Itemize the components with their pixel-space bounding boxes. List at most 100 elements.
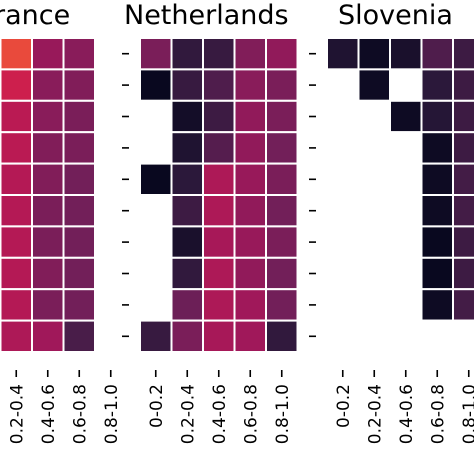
heatmap-cell-netherlands-r9-c2 (202, 319, 236, 354)
heatmap-cell-slovenia-r9-c1 (357, 319, 391, 354)
heatmap-cell-france-r8-c2 (31, 288, 65, 322)
heatmap-cell-france-r4-c3 (62, 162, 96, 197)
x-tick-label-netherlands-4: 0.8-1.0 (273, 384, 293, 444)
x-tick-label-netherlands-3: 0.6-0.8 (241, 384, 261, 444)
heatmap-cell-netherlands-r0-c1 (170, 37, 204, 71)
heatmap-cell-netherlands-r2-c0 (139, 99, 173, 134)
heatmap-cell-slovenia-r6-c3 (420, 225, 454, 259)
heatmap-cell-netherlands-r6-c0 (139, 225, 173, 259)
heatmap-cell-slovenia-r7-c1 (357, 256, 391, 291)
heatmap-cell-netherlands-r9-c0 (139, 319, 173, 354)
heatmap-cell-slovenia-r1-c0 (326, 68, 360, 102)
x-tick-label-netherlands-0: 0-0.2 (147, 384, 167, 428)
heatmap-cell-netherlands-r3-c3 (233, 131, 267, 165)
panel-netherlands: Netherlands 0-0.2 0.2-0.4 0.4-0.6 0.6-0.8 0.8… (122, 0, 299, 444)
heatmap-cell-netherlands-r6-c3 (233, 225, 267, 259)
heatmap-cell-slovenia-r4-c4 (452, 162, 474, 197)
heatmap-cell-slovenia-r1-c4 (452, 68, 474, 102)
heatmap-cell-slovenia-r0-c4 (452, 37, 474, 71)
heatmap-cell-france-r7-c2 (31, 256, 65, 291)
heatmap-cell-france-r0-c1 (0, 37, 33, 71)
heatmap-cell-netherlands-r7-c3 (233, 256, 267, 291)
heatmap-cell-netherlands-r8-c3 (233, 288, 267, 322)
heatmap-cell-france-r4-c1 (0, 162, 33, 197)
heatmap-cell-slovenia-r3-c3 (420, 131, 454, 165)
x-tick-label-france-4: 0.8-1.0 (102, 384, 122, 444)
heatmap-cell-slovenia-r6-c0 (326, 225, 360, 259)
heatmap-cell-france-r9-c1 (0, 319, 33, 354)
heatmap-cell-france-r2-c3 (62, 99, 96, 134)
heatmap-cell-netherlands-r1-c2 (202, 68, 236, 102)
heatmap-cell-netherlands-r8-c0 (139, 288, 173, 322)
heatmap-cell-france-r9-c3 (62, 319, 96, 354)
heatmap-cell-netherlands-r8-c2 (202, 288, 236, 322)
heatmap-cell-slovenia-r8-c4 (452, 288, 474, 322)
heatmap-cell-netherlands-r5-c1 (170, 194, 204, 228)
heatmap-cell-netherlands-r7-c2 (202, 256, 236, 291)
heatmap-cell-netherlands-r1-c0 (139, 68, 173, 102)
heatmap-cell-slovenia-r4-c3 (420, 162, 454, 197)
heatmap-cell-netherlands-r3-c1 (170, 131, 204, 165)
heatmap-cell-slovenia-r9-c3 (420, 319, 454, 354)
heatmap-cell-netherlands-r4-c4 (265, 162, 299, 197)
heatmap-cell-france-r6-c3 (62, 225, 96, 259)
heatmap-cell-netherlands-r3-c2 (202, 131, 236, 165)
heatmap-cell-netherlands-r9-c4 (265, 319, 299, 354)
heatmap-cell-france-r6-c2 (31, 225, 65, 259)
heatmap-cell-netherlands-r5-c3 (233, 194, 267, 228)
heatmap-cell-netherlands-r9-c1 (170, 319, 204, 354)
heatmap-cell-netherlands-r2-c4 (265, 99, 299, 134)
heatmap-cell-slovenia-r5-c4 (452, 194, 474, 228)
heatmap-cell-slovenia-r9-c2 (389, 319, 423, 354)
heatmap-cell-netherlands-r2-c3 (233, 99, 267, 134)
heatmap-cell-netherlands-r9-c3 (233, 319, 267, 354)
heatmap-cell-slovenia-r9-c0 (326, 319, 360, 354)
heatmap-cell-slovenia-r4-c0 (326, 162, 360, 197)
heatmap-cell-france-r6-c1 (0, 225, 33, 259)
heatmap-cell-netherlands-r4-c0 (139, 162, 173, 197)
heatmap-cell-netherlands-r2-c2 (202, 99, 236, 134)
heatmap-cell-netherlands-r1-c3 (233, 68, 267, 102)
heatmap-cell-netherlands-r6-c2 (202, 225, 236, 259)
heatmap-cell-france-r3-c2 (31, 131, 65, 165)
heatmap-cell-france-r3-c1 (0, 131, 33, 165)
heatmap-cell-slovenia-r1-c1 (357, 68, 391, 102)
heatmap-cell-netherlands-r0-c4 (265, 37, 299, 71)
heatmap-cell-slovenia-r5-c1 (357, 194, 391, 228)
panel-title-slovenia: Slovenia (338, 0, 453, 31)
heatmap-cell-france-r8-c1 (0, 288, 33, 322)
heatmap-cell-france-r0-c2 (31, 37, 65, 71)
heatmap-cell-france-r9-c2 (31, 319, 65, 354)
heatmap-cell-france-r3-c3 (62, 131, 96, 165)
x-tick-label-slovenia-1: 0.2-0.4 (365, 384, 385, 444)
heatmap-cell-france-r2-c2 (31, 99, 65, 134)
heatmap-cell-netherlands-r3-c4 (265, 131, 299, 165)
heatmap-cell-france-r2-c1 (0, 99, 33, 134)
heatmap-cell-slovenia-r0-c0 (326, 37, 360, 71)
panel-title-france: rance (0, 0, 70, 31)
heatmap-cell-slovenia-r6-c1 (357, 225, 391, 259)
heatmap-cell-slovenia-r0-c1 (357, 37, 391, 71)
x-tick-label-france-3: 0.6-0.8 (70, 384, 90, 444)
heatmap-cell-slovenia-r2-c1 (357, 99, 391, 134)
heatmap-cell-netherlands-r0-c2 (202, 37, 236, 71)
heatmap-cell-slovenia-r3-c4 (452, 131, 474, 165)
heatmap-cell-netherlands-r7-c0 (139, 256, 173, 291)
heatmap-cell-france-r1-c1 (0, 68, 33, 102)
panel-title-netherlands: Netherlands (124, 0, 289, 31)
x-tick-label-netherlands-1: 0.2-0.4 (178, 384, 198, 444)
x-tick-label-slovenia-0: 0-0.2 (334, 384, 354, 428)
heatmap-cell-netherlands-r7-c1 (170, 256, 204, 291)
x-tick-label-slovenia-4: 0.8-1.0 (460, 384, 474, 444)
panel-slovenia: Slovenia 0-0.2 0.2-0.4 0.4-0.6 0.6-0.8 0.8-1.… (309, 0, 474, 444)
heatmap-cell-slovenia-r4-c1 (357, 162, 391, 197)
heatmap-cell-netherlands-r4-c1 (170, 162, 204, 197)
heatmap-cell-slovenia-r4-c2 (389, 162, 423, 197)
heatmap-cell-slovenia-r1-c3 (420, 68, 454, 102)
heatmap-cell-slovenia-r2-c0 (326, 99, 360, 134)
heatmap-cell-slovenia-r1-c2 (389, 68, 423, 102)
x-tick-label-france-2: 0.4-0.6 (39, 384, 59, 444)
heatmap-cell-france-r5-c3 (62, 194, 96, 228)
heatmap-cell-france-r5-c1 (0, 194, 33, 228)
x-tick-label-france-1: 0.2-0.4 (7, 384, 27, 444)
